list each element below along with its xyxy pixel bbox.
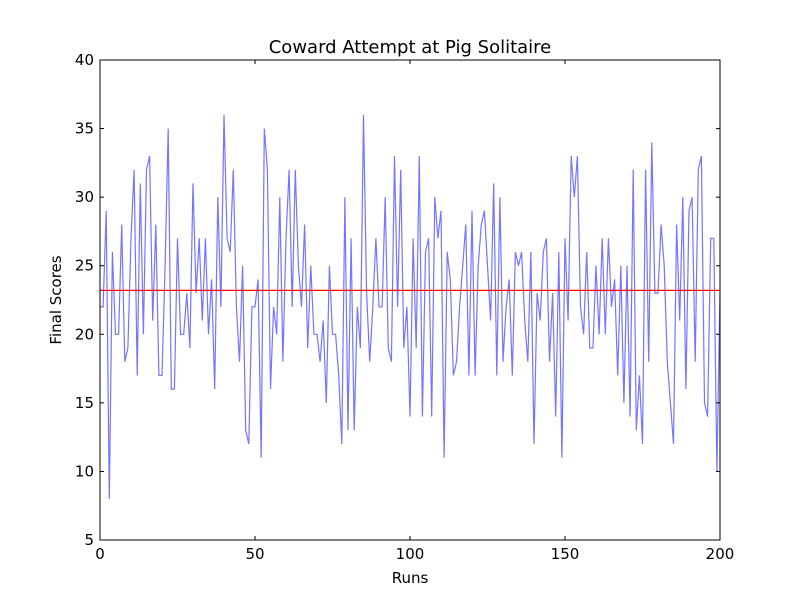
x-tick-label: 0 [95, 545, 105, 563]
x-tick-label: 50 [245, 545, 264, 563]
x-axis-label: Runs [392, 569, 429, 587]
y-tick-label: 10 [75, 462, 94, 480]
series-line-runs [100, 114, 720, 499]
x-tick-label: 200 [706, 545, 735, 563]
y-tick-label: 25 [75, 257, 94, 275]
plot-area-frame [99, 59, 721, 541]
chart-title: Coward Attempt at Pig Solitaire [269, 37, 552, 58]
y-tick-label: 20 [75, 325, 94, 343]
y-tick-label: 35 [75, 120, 94, 138]
series-layer [100, 114, 720, 499]
y-tick-label: 40 [75, 51, 94, 69]
x-tick-label: 150 [551, 545, 580, 563]
ticks-layer: 0 50 100 150 200 5 10 15 20 25 30 35 40 [75, 51, 734, 563]
y-tick-label: 5 [84, 531, 94, 549]
x-tick-label: 100 [396, 545, 425, 563]
y-tick-label: 15 [75, 394, 94, 412]
y-tick-label: 30 [75, 188, 94, 206]
y-axis-label: Final Scores [47, 255, 65, 344]
